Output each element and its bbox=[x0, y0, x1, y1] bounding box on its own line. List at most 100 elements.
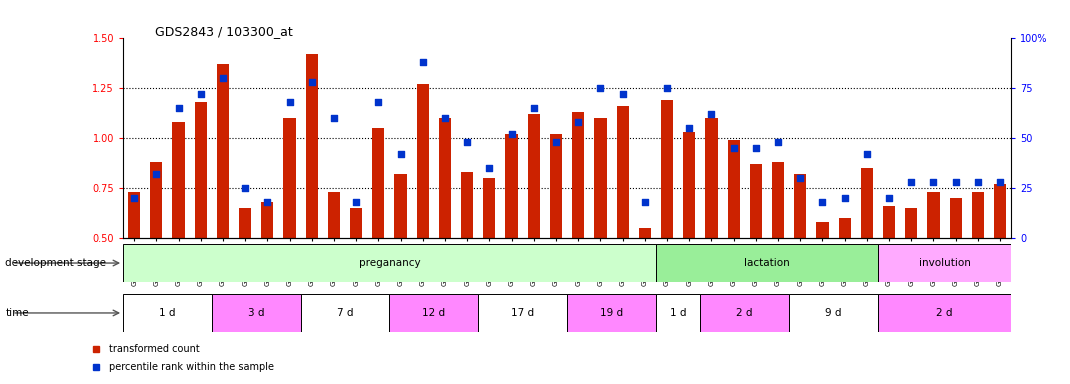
Bar bbox=[928, 192, 939, 238]
Bar bbox=[656, 294, 700, 332]
Bar bbox=[972, 192, 984, 238]
Bar bbox=[306, 55, 318, 238]
Bar bbox=[616, 106, 629, 238]
Bar bbox=[478, 294, 567, 332]
Text: 12 d: 12 d bbox=[423, 308, 445, 318]
Bar bbox=[150, 162, 163, 238]
Point bbox=[681, 125, 698, 131]
Text: 2 d: 2 d bbox=[936, 308, 952, 318]
Bar bbox=[572, 112, 584, 238]
Point bbox=[370, 99, 387, 105]
Point bbox=[437, 115, 454, 121]
Bar bbox=[661, 100, 673, 238]
Bar bbox=[284, 118, 295, 238]
Text: transformed count: transformed count bbox=[109, 344, 200, 354]
Bar bbox=[212, 294, 301, 332]
Point bbox=[125, 195, 142, 201]
Point bbox=[214, 75, 231, 81]
Bar bbox=[883, 206, 896, 238]
Bar bbox=[484, 178, 495, 238]
Point bbox=[459, 139, 476, 145]
Bar bbox=[816, 222, 828, 238]
Bar bbox=[128, 192, 140, 238]
Point bbox=[525, 105, 542, 111]
Bar bbox=[750, 164, 762, 238]
Point bbox=[858, 151, 875, 157]
Text: 17 d: 17 d bbox=[511, 308, 534, 318]
Bar bbox=[705, 118, 718, 238]
Bar bbox=[949, 198, 962, 238]
Point bbox=[769, 139, 786, 145]
Point bbox=[969, 179, 987, 185]
Point bbox=[193, 91, 210, 98]
Bar bbox=[567, 294, 656, 332]
Text: 1 d: 1 d bbox=[159, 308, 175, 318]
Point bbox=[725, 145, 743, 151]
Point bbox=[792, 175, 809, 181]
Text: 2 d: 2 d bbox=[736, 308, 753, 318]
Text: 7 d: 7 d bbox=[337, 308, 353, 318]
Bar bbox=[123, 294, 212, 332]
Text: time: time bbox=[5, 308, 29, 318]
Text: percentile rank within the sample: percentile rank within the sample bbox=[109, 362, 274, 372]
Point bbox=[814, 199, 831, 205]
Bar bbox=[327, 192, 340, 238]
Point bbox=[303, 79, 320, 85]
Bar bbox=[528, 114, 540, 238]
Bar bbox=[461, 172, 473, 238]
Bar bbox=[195, 102, 207, 238]
Point bbox=[992, 179, 1009, 185]
Bar bbox=[878, 294, 1011, 332]
Bar bbox=[790, 294, 877, 332]
Bar bbox=[771, 162, 784, 238]
Bar bbox=[701, 294, 790, 332]
Point bbox=[414, 59, 431, 65]
Bar bbox=[994, 184, 1006, 238]
Bar bbox=[350, 208, 363, 238]
Point bbox=[348, 199, 365, 205]
Text: 19 d: 19 d bbox=[600, 308, 623, 318]
Point bbox=[480, 165, 498, 171]
Bar bbox=[395, 174, 407, 238]
Point bbox=[881, 195, 898, 201]
Bar bbox=[550, 134, 562, 238]
Bar bbox=[261, 202, 274, 238]
Point bbox=[903, 179, 920, 185]
Bar bbox=[860, 168, 873, 238]
Point bbox=[614, 91, 631, 98]
Point bbox=[236, 185, 254, 191]
Bar bbox=[794, 174, 807, 238]
Bar bbox=[639, 228, 651, 238]
Point bbox=[548, 139, 565, 145]
Point bbox=[148, 171, 165, 177]
Text: 1 d: 1 d bbox=[670, 308, 686, 318]
Bar bbox=[217, 65, 229, 238]
Point bbox=[747, 145, 764, 151]
Text: lactation: lactation bbox=[744, 258, 790, 268]
Bar bbox=[656, 244, 877, 282]
Bar bbox=[372, 128, 384, 238]
Point bbox=[325, 115, 342, 121]
Bar bbox=[416, 84, 429, 238]
Point bbox=[592, 85, 609, 91]
Text: 9 d: 9 d bbox=[825, 308, 842, 318]
Bar bbox=[439, 118, 452, 238]
Text: development stage: development stage bbox=[5, 258, 106, 268]
Text: 3 d: 3 d bbox=[248, 308, 264, 318]
Point bbox=[703, 111, 720, 118]
Point bbox=[836, 195, 853, 201]
Bar bbox=[878, 244, 1011, 282]
Bar bbox=[905, 208, 917, 238]
Bar bbox=[594, 118, 607, 238]
Point bbox=[569, 119, 586, 125]
Point bbox=[947, 179, 964, 185]
Bar bbox=[505, 134, 518, 238]
Bar bbox=[683, 132, 696, 238]
Bar bbox=[123, 244, 656, 282]
Bar bbox=[239, 208, 251, 238]
Bar bbox=[728, 140, 739, 238]
Bar bbox=[839, 218, 851, 238]
Bar bbox=[301, 294, 389, 332]
Point bbox=[392, 151, 409, 157]
Point bbox=[658, 85, 675, 91]
